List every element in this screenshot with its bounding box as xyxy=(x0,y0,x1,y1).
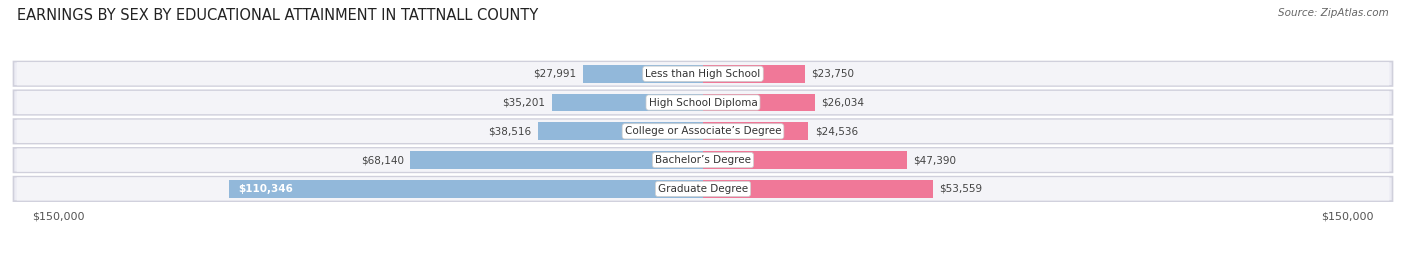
Text: $27,991: $27,991 xyxy=(533,69,576,79)
Bar xyxy=(703,65,806,83)
Text: $24,536: $24,536 xyxy=(815,126,858,136)
Bar xyxy=(703,122,808,140)
Text: $68,140: $68,140 xyxy=(361,155,404,165)
FancyBboxPatch shape xyxy=(14,148,1392,172)
Bar xyxy=(229,180,703,198)
Legend: Male, Female: Male, Female xyxy=(647,265,759,268)
FancyBboxPatch shape xyxy=(17,177,1389,200)
Bar xyxy=(703,151,907,169)
Text: $53,559: $53,559 xyxy=(939,184,983,194)
Text: Bachelor’s Degree: Bachelor’s Degree xyxy=(655,155,751,165)
Text: $26,034: $26,034 xyxy=(821,98,865,107)
FancyBboxPatch shape xyxy=(14,90,1392,115)
FancyBboxPatch shape xyxy=(17,62,1389,85)
Bar xyxy=(537,122,703,140)
Bar xyxy=(411,151,703,169)
Text: EARNINGS BY SEX BY EDUCATIONAL ATTAINMENT IN TATTNALL COUNTY: EARNINGS BY SEX BY EDUCATIONAL ATTAINMEN… xyxy=(17,8,538,23)
Text: Source: ZipAtlas.com: Source: ZipAtlas.com xyxy=(1278,8,1389,18)
FancyBboxPatch shape xyxy=(17,148,1389,172)
Bar xyxy=(703,94,815,111)
FancyBboxPatch shape xyxy=(17,120,1389,143)
FancyBboxPatch shape xyxy=(14,62,1392,86)
Bar xyxy=(582,65,703,83)
Text: $35,201: $35,201 xyxy=(502,98,546,107)
Text: Graduate Degree: Graduate Degree xyxy=(658,184,748,194)
Text: College or Associate’s Degree: College or Associate’s Degree xyxy=(624,126,782,136)
Text: $110,346: $110,346 xyxy=(239,184,294,194)
Text: Less than High School: Less than High School xyxy=(645,69,761,79)
Text: $47,390: $47,390 xyxy=(912,155,956,165)
Text: $23,750: $23,750 xyxy=(811,69,855,79)
Text: $38,516: $38,516 xyxy=(488,126,531,136)
FancyBboxPatch shape xyxy=(14,177,1392,201)
Bar xyxy=(551,94,703,111)
FancyBboxPatch shape xyxy=(17,91,1389,114)
Bar xyxy=(703,180,934,198)
FancyBboxPatch shape xyxy=(14,119,1392,144)
Text: High School Diploma: High School Diploma xyxy=(648,98,758,107)
